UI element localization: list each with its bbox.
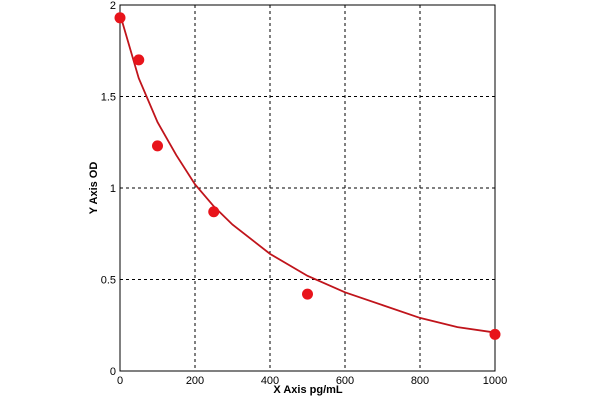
x-tick-label: 200 <box>186 375 204 387</box>
plot-frame <box>119 4 496 372</box>
data-point <box>489 328 501 340</box>
y-tick-label: 1 <box>110 183 116 195</box>
data-point <box>152 140 163 152</box>
x-tick-label: 0 <box>117 375 123 387</box>
data-point <box>302 288 313 300</box>
x-tick-label: 1000 <box>483 375 507 387</box>
data-point <box>114 12 126 24</box>
y-axis-title: Y Axis OD <box>88 162 100 215</box>
data-point <box>133 54 145 66</box>
x-tick-label: 600 <box>336 375 354 387</box>
y-tick-label: 1.5 <box>101 92 116 104</box>
data-point <box>208 206 220 218</box>
x-axis-title: X Axis pg/mL <box>273 384 343 396</box>
y-tick-label: 0.5 <box>101 275 116 287</box>
x-tick-label: 800 <box>411 375 429 387</box>
x-tick-label: 400 <box>261 375 279 387</box>
fit-curve <box>119 13 496 334</box>
y-tick-label: 0 <box>110 366 116 378</box>
y-tick-label: 2 <box>110 0 116 12</box>
